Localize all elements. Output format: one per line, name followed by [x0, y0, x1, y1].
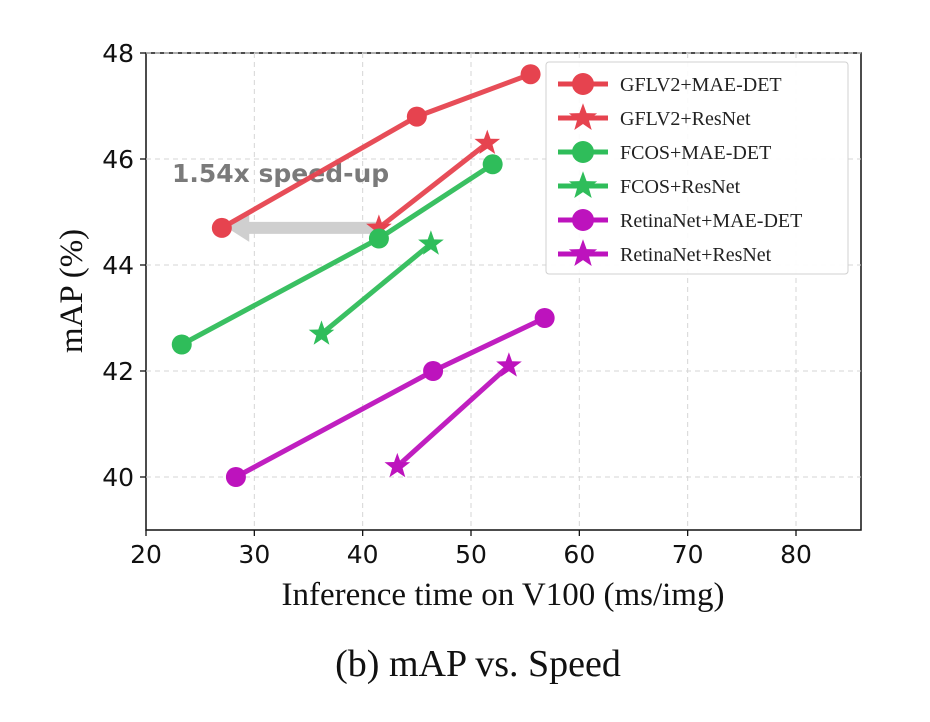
legend: GFLV2+MAE-DET GFLV2+ResNet FCOS+MAE-DET FCO… [545, 61, 849, 275]
legend-label: GFLV2+ResNet [620, 108, 751, 130]
legend-marker [572, 209, 594, 231]
legend-marker [568, 239, 598, 266]
x-tick-label: 80 [780, 540, 812, 569]
data-point [384, 452, 411, 478]
legend-label: GFLV2+MAE-DET [620, 74, 782, 96]
y-tick-label: 48 [102, 39, 134, 68]
x-axis-label: Inference time on V100 (ms/img) [282, 577, 725, 613]
figure-caption: (b) mAP vs. Speed [335, 643, 621, 685]
data-point [474, 129, 501, 154]
annotation: 1.54x speed-up [172, 159, 389, 242]
x-tick-label: 70 [672, 540, 704, 569]
data-point [406, 106, 427, 127]
y-axis: 40 42 44 46 48 [102, 39, 146, 492]
data-point [368, 228, 389, 249]
y-tick-label: 40 [102, 463, 134, 492]
data-point [225, 467, 246, 487]
data-point [211, 217, 232, 238]
x-tick-label: 20 [130, 540, 162, 569]
series-line [394, 363, 512, 469]
legend-marker [568, 171, 598, 198]
series-gflv2-resnet [366, 129, 501, 239]
data-point [423, 361, 444, 381]
data-point [482, 154, 503, 175]
data-point [366, 214, 392, 239]
legend-label: FCOS+ResNet [620, 176, 741, 198]
series-gflv2-mae-det [211, 64, 541, 238]
y-tick-label: 46 [102, 145, 134, 174]
data-point [534, 308, 555, 328]
series-retinanet-mae-det [225, 308, 555, 487]
legend-label: RetinaNet+MAE-DET [620, 210, 802, 232]
x-tick-label: 30 [238, 540, 270, 569]
legend-label: FCOS+MAE-DET [620, 142, 771, 164]
x-axis: 20 30 40 50 60 70 80 [130, 530, 812, 569]
data-point [418, 230, 444, 255]
series-line [376, 140, 490, 231]
x-tick-label: 40 [347, 540, 379, 569]
series-retinanet-resnet [384, 352, 522, 478]
data-point [520, 64, 541, 85]
speedup-arrow [227, 213, 379, 242]
series-fcos-resnet [308, 230, 444, 345]
speedup-annotation-text: 1.54x speed-up [172, 159, 389, 188]
y-tick-label: 44 [102, 251, 134, 280]
y-tick-label: 42 [102, 357, 134, 386]
legend-marker [568, 103, 598, 130]
series-line [319, 241, 434, 337]
legend-label: RetinaNet+ResNet [620, 244, 772, 266]
x-tick-label: 60 [563, 540, 595, 569]
y-axis-label: mAP (%) [54, 229, 90, 353]
series-layer [171, 64, 555, 487]
legend-marker [572, 141, 594, 163]
data-point [171, 334, 192, 355]
series-fcos-mae-det [171, 154, 503, 355]
legend-box [545, 61, 849, 275]
data-point [308, 320, 335, 345]
legend-marker [572, 73, 594, 95]
data-point [496, 352, 522, 377]
x-tick-label: 50 [455, 540, 487, 569]
